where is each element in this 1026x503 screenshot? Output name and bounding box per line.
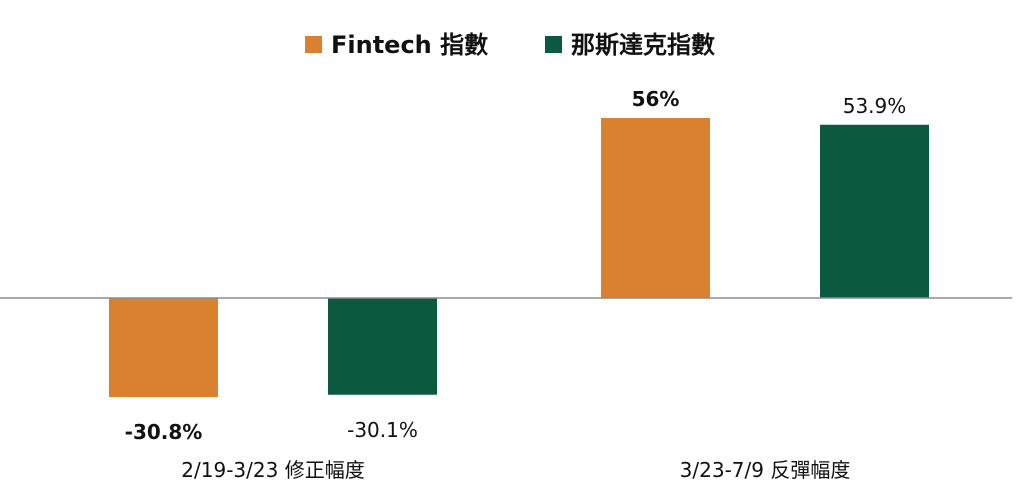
bar-nasdaq-correction	[328, 298, 437, 395]
bar-nasdaq-rebound	[820, 124, 929, 298]
bars-group	[109, 118, 929, 397]
legend-swatch-fintech	[305, 36, 322, 53]
legend-label-nasdaq: 那斯達克指數	[571, 31, 715, 59]
legend-label-fintech: Fintech 指數	[331, 31, 488, 59]
data-label-fintech-correction: -30.8%	[125, 420, 203, 444]
category-label-correction: 2/19-3/23 修正幅度	[181, 458, 364, 482]
data-label-fintech-rebound: 56%	[632, 87, 680, 111]
category-labels-group: 2/19-3/23 修正幅度 3/23-7/9 反彈幅度	[181, 458, 850, 482]
data-label-nasdaq-rebound: 53.9%	[843, 94, 907, 118]
legend: Fintech 指數 那斯達克指數	[305, 31, 715, 59]
bar-fintech-rebound	[601, 118, 710, 298]
data-label-nasdaq-correction: -30.1%	[347, 418, 418, 442]
legend-swatch-nasdaq	[545, 36, 562, 53]
category-label-rebound: 3/23-7/9 反彈幅度	[680, 458, 851, 482]
data-labels-group: -30.8% -30.1% 56% 53.9%	[125, 87, 907, 444]
bar-fintech-correction	[109, 298, 218, 397]
